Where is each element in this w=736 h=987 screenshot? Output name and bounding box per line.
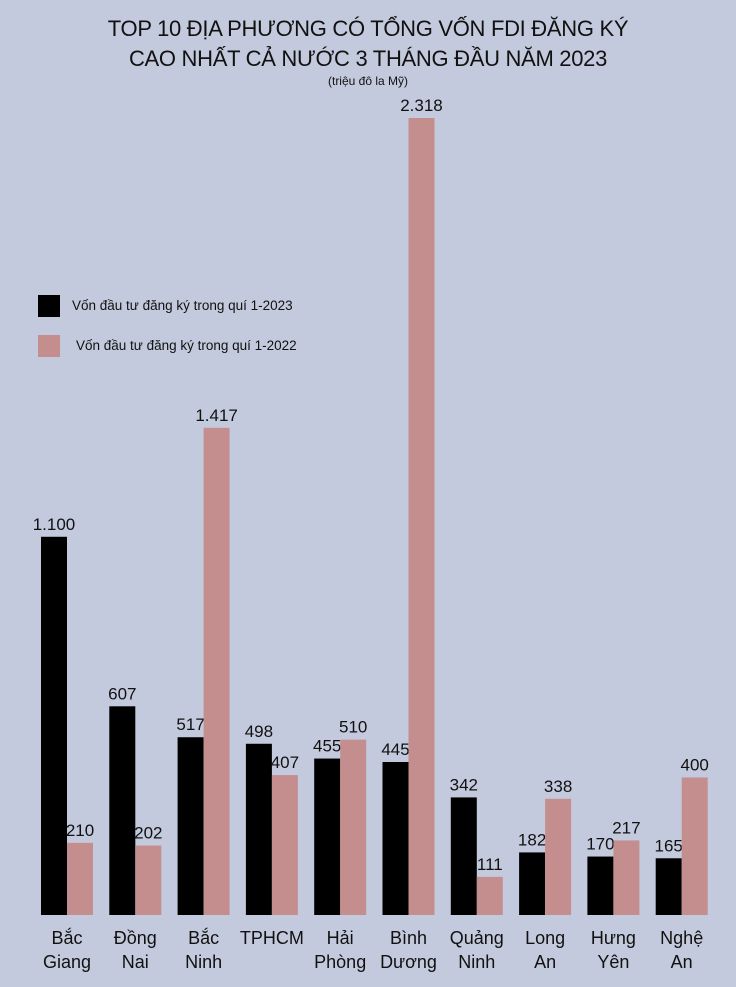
chart-title: TOP 10 ĐỊA PHƯƠNG CÓ TỔNG VỐN FDI ĐĂNG K… — [107, 16, 629, 71]
value-label: 400 — [681, 755, 709, 774]
x-tick-label: TPHCM — [239, 928, 304, 948]
x-tick-label: Long An — [525, 928, 566, 972]
value-label: 455 — [313, 737, 341, 756]
bar — [613, 840, 640, 915]
bar — [476, 876, 503, 915]
value-label: 111 — [477, 855, 503, 874]
value-label: 165 — [655, 836, 683, 855]
x-tick-label: Hưng Yên — [590, 928, 636, 972]
bar — [408, 118, 435, 915]
value-label: 517 — [176, 715, 204, 734]
value-label: 342 — [450, 775, 478, 794]
x-tick-label: Nghệ An — [660, 928, 704, 972]
x-tick-label: Quảng Ninh — [449, 928, 504, 972]
value-label: 1.417 — [195, 406, 238, 425]
value-label: 210 — [66, 821, 94, 840]
value-label: 217 — [612, 818, 640, 837]
value-label: 498 — [245, 722, 273, 741]
bar — [340, 739, 367, 915]
value-label: 445 — [381, 740, 409, 759]
value-label: 607 — [108, 684, 136, 703]
bar — [681, 777, 708, 915]
bar — [655, 858, 682, 915]
bar — [271, 775, 298, 915]
bar — [545, 798, 572, 915]
bar — [519, 852, 546, 915]
x-tick-label: Bình Dương — [380, 928, 437, 972]
bar — [177, 737, 204, 915]
chart-subtitle: (triệu đô la Mỹ) — [327, 74, 409, 88]
value-label: 1.100 — [33, 515, 76, 534]
bar — [67, 842, 93, 915]
legend-swatch — [38, 295, 60, 317]
value-label: 182 — [518, 830, 546, 849]
value-label: 510 — [339, 718, 367, 737]
bar — [382, 761, 409, 915]
bar — [41, 536, 67, 915]
bar — [135, 845, 162, 915]
bar — [245, 743, 272, 915]
bar — [314, 758, 341, 915]
x-tick-label: Đồng Nai — [113, 928, 157, 972]
value-label: 338 — [544, 777, 572, 796]
legend-swatch — [38, 335, 60, 357]
x-tick-label: Bắc Ninh — [185, 928, 223, 972]
bar — [450, 797, 477, 915]
value-label: 2.318 — [400, 96, 443, 115]
x-tick-label: Bắc Giang — [42, 928, 92, 972]
bar — [109, 706, 136, 915]
value-label: 170 — [586, 835, 614, 854]
value-label: 407 — [271, 753, 299, 772]
bar — [203, 427, 230, 915]
x-tick-label: Hải Phòng — [314, 928, 367, 972]
legend-label: Vốn đầu tư đăng ký trong quí 1-2023 — [72, 298, 293, 313]
bar — [587, 856, 614, 915]
value-label: 202 — [134, 824, 162, 843]
legend-label: Vốn đầu tư đăng ký trong quí 1-2022 — [76, 338, 297, 353]
